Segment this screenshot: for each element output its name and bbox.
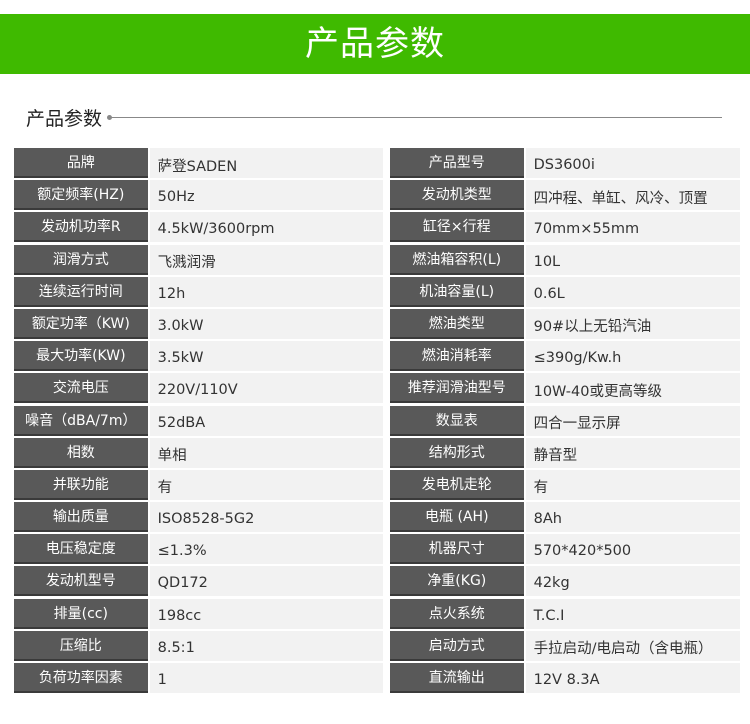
table-row: 发动机型号 QD172 净重(KG) 42kg [14, 566, 741, 597]
table-row: 并联功能有发电机走轮有 [14, 469, 741, 500]
spec-value: 570*420*500 [525, 534, 741, 565]
spec-label: 润滑方式 [14, 244, 148, 275]
spec-value: 8.5:1 [149, 630, 383, 661]
spec-value: 198cc [149, 598, 383, 629]
table-row: 排量(cc) 198cc 点火系统 T.C.I [14, 598, 741, 629]
spec-table: 品牌 萨登SADEN 产品型号 DS3600i 额定频率(HZ) 50Hz 发动机类型 四冲程… [14, 148, 741, 695]
table-row: 额定功率（KW) 3.0kW 燃油类型 90#以上无铅汽油 [14, 308, 741, 339]
spec-value: 四合一显示屏 [525, 405, 741, 436]
spec-label: 燃油消耗率 [389, 341, 524, 372]
table-row: 输出质量 ISO8528-5G2 电瓶 (AH) 8Ah [14, 502, 741, 533]
spec-value: ISO8528-5G2 [149, 502, 383, 533]
spec-value: 3.0kW [149, 308, 383, 339]
spec-value: ≤390g/Kw.h [525, 341, 741, 372]
table-row: 品牌 萨登SADEN 产品型号 DS3600i [14, 148, 741, 178]
table-row: 电压稳定度 ≤1.3% 机器尺寸 570*420*500 [14, 534, 741, 565]
spec-value: 42kg [525, 566, 741, 597]
spec-value: 1 [149, 663, 383, 693]
table-row: 发动机功率R 4.5kW/3600rpm 缸径×行程 70mm×55mm [14, 212, 741, 243]
spec-value: 90#以上无铅汽油 [525, 308, 741, 339]
table-row: 压缩比 8.5:1 启动方式 手拉启动/电启动（含电瓶） [14, 630, 741, 661]
spec-label: 品牌 [14, 148, 148, 178]
spec-label: 燃油类型 [389, 308, 524, 339]
table-row: 额定频率(HZ) 50Hz 发动机类型 四冲程、单缸、风冷、顶置 [14, 180, 741, 211]
spec-value: 70mm×55mm [525, 212, 741, 243]
table-row: 负荷功率因素 1 直流输出 12V 8.3A [14, 663, 741, 693]
spec-label: 发动机功率R [14, 212, 148, 243]
spec-label: 发电机走轮 [389, 469, 524, 500]
section-divider [110, 117, 722, 118]
spec-label: 交流电压 [14, 373, 148, 404]
spec-value: 手拉启动/电启动（含电瓶） [525, 630, 741, 661]
section-title: 产品参数 [26, 108, 103, 130]
spec-value: 单相 [149, 437, 383, 468]
table-row: 润滑方式 飞溅润滑 燃油箱容积(L) 10L [14, 244, 741, 275]
spec-value: 静音型 [525, 437, 741, 468]
spec-label: 点火系统 [389, 598, 524, 629]
table-row: 相数 单相 结构形式 静音型 [14, 437, 741, 468]
spec-label: 额定频率(HZ) [14, 180, 148, 211]
spec-label: 电压稳定度 [14, 534, 148, 565]
spec-value: 12V 8.3A [525, 663, 741, 693]
spec-label: 连续运行时间 [14, 276, 148, 307]
table-row: 噪音（dBA/7m） 52dBA 数显表 四合一显示屏 [14, 405, 741, 436]
spec-label: 发动机型号 [14, 566, 148, 597]
table-row: 交流电压 220V/110V 推荐润滑油型号 10W-40或更高等级 [14, 373, 741, 404]
spec-value: 10W-40或更高等级 [525, 373, 741, 404]
spec-label: 输出质量 [14, 502, 148, 533]
spec-label: 压缩比 [14, 630, 148, 661]
spec-label: 负荷功率因素 [14, 663, 148, 693]
spec-value: 萨登SADEN [149, 148, 383, 178]
spec-label: 推荐润滑油型号 [389, 373, 524, 404]
spec-label: 机油容量(L) [389, 276, 524, 307]
spec-label: 额定功率（KW) [14, 308, 148, 339]
spec-label: 直流输出 [389, 663, 524, 693]
spec-label: 机器尺寸 [389, 534, 524, 565]
spec-value: 3.5kW [149, 341, 383, 372]
spec-value: 四冲程、单缸、风冷、顶置 [525, 180, 741, 211]
table-row: 最大功率(KW) 3.5kW 燃油消耗率 ≤390g/Kw.h [14, 341, 741, 372]
spec-value: 10L [525, 244, 741, 275]
spec-label: 启动方式 [389, 630, 524, 661]
spec-value: 飞溅润滑 [149, 244, 383, 275]
spec-value: 220V/110V [149, 373, 383, 404]
spec-label: 并联功能 [14, 469, 148, 500]
spec-label: 排量(cc) [14, 598, 148, 629]
spec-value: 4.5kW/3600rpm [149, 212, 383, 243]
spec-value: 50Hz [149, 180, 383, 211]
spec-label: 净重(KG) [389, 566, 524, 597]
spec-label: 结构形式 [389, 437, 524, 468]
spec-value: 有 [525, 469, 741, 500]
spec-label: 噪音（dBA/7m） [14, 405, 148, 436]
spec-label: 发动机类型 [389, 180, 524, 211]
table-row: 连续运行时间 12h 机油容量(L) 0.6L [14, 276, 741, 307]
section-divider-dot [107, 115, 112, 120]
spec-value: 有 [149, 469, 383, 500]
spec-value: DS3600i [525, 148, 741, 178]
spec-value: 12h [149, 276, 383, 307]
spec-label: 电瓶 (AH) [389, 502, 524, 533]
spec-value: 52dBA [149, 405, 383, 436]
spec-label: 最大功率(KW) [14, 341, 148, 372]
spec-value: T.C.I [525, 598, 741, 629]
spec-label: 缸径×行程 [389, 212, 524, 243]
spec-label: 相数 [14, 437, 148, 468]
spec-value: ≤1.3% [149, 534, 383, 565]
spec-label: 数显表 [389, 405, 524, 436]
page-banner: 产品参数 [0, 14, 750, 74]
spec-value: 8Ah [525, 502, 741, 533]
spec-label: 产品型号 [389, 148, 524, 178]
spec-value: 0.6L [525, 276, 741, 307]
spec-label: 燃油箱容积(L) [389, 244, 524, 275]
spec-value: QD172 [149, 566, 383, 597]
